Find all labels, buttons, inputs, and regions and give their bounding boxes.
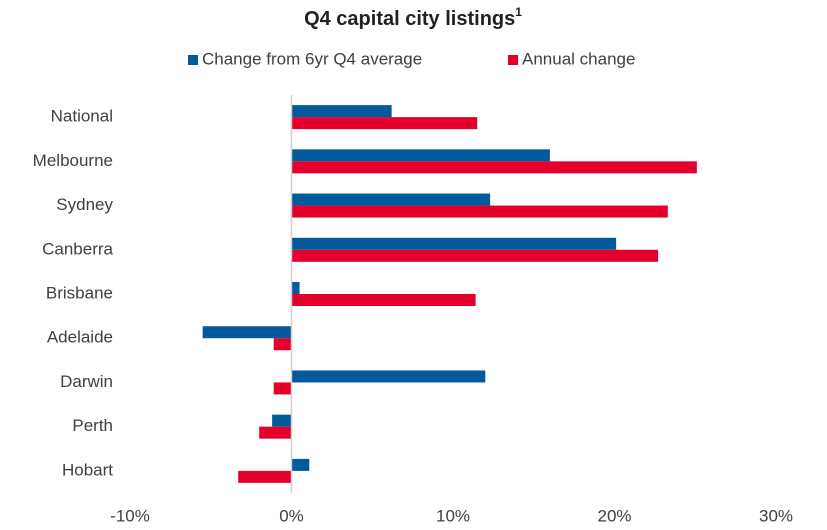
y-tick-label: Melbourne	[33, 151, 113, 170]
x-tick-label: 30%	[759, 506, 793, 525]
title-text: Q4 capital city listings	[304, 8, 515, 30]
y-tick-label: Adelaide	[47, 328, 113, 347]
bar	[272, 414, 292, 427]
y-tick-label: National	[51, 107, 113, 126]
y-tick-label: Canberra	[42, 239, 113, 258]
x-tick-label: 10%	[436, 506, 470, 525]
bar	[291, 117, 478, 130]
bar	[291, 458, 310, 471]
title-footnote: 1	[515, 5, 522, 19]
bar	[259, 426, 292, 439]
bar	[238, 470, 292, 483]
legend-swatch	[508, 55, 518, 65]
bar	[291, 149, 550, 162]
bar	[291, 249, 659, 262]
x-tick-label: 20%	[597, 506, 631, 525]
bar	[291, 237, 617, 250]
bar	[291, 205, 668, 218]
bar	[291, 193, 491, 206]
y-tick-label: Perth	[72, 416, 113, 435]
legend-label: Change from 6yr Q4 average	[202, 49, 422, 68]
x-tick-label: -10%	[110, 506, 150, 525]
y-tick-label: Sydney	[56, 195, 113, 214]
legend-swatch	[188, 55, 198, 65]
x-tick-label: 0%	[279, 506, 304, 525]
legend-label: Annual change	[522, 49, 635, 68]
y-tick-label: Brisbane	[46, 283, 113, 302]
bar	[202, 326, 292, 339]
y-tick-label: Hobart	[62, 460, 113, 479]
bar	[291, 161, 697, 174]
bar	[291, 105, 392, 118]
bar	[291, 282, 300, 294]
bar	[291, 370, 486, 383]
y-tick-label: Darwin	[60, 372, 113, 391]
bar	[273, 338, 292, 351]
bar	[291, 294, 476, 306]
chart-title: Q4 capital city listings1	[304, 5, 522, 30]
bar	[273, 382, 292, 395]
